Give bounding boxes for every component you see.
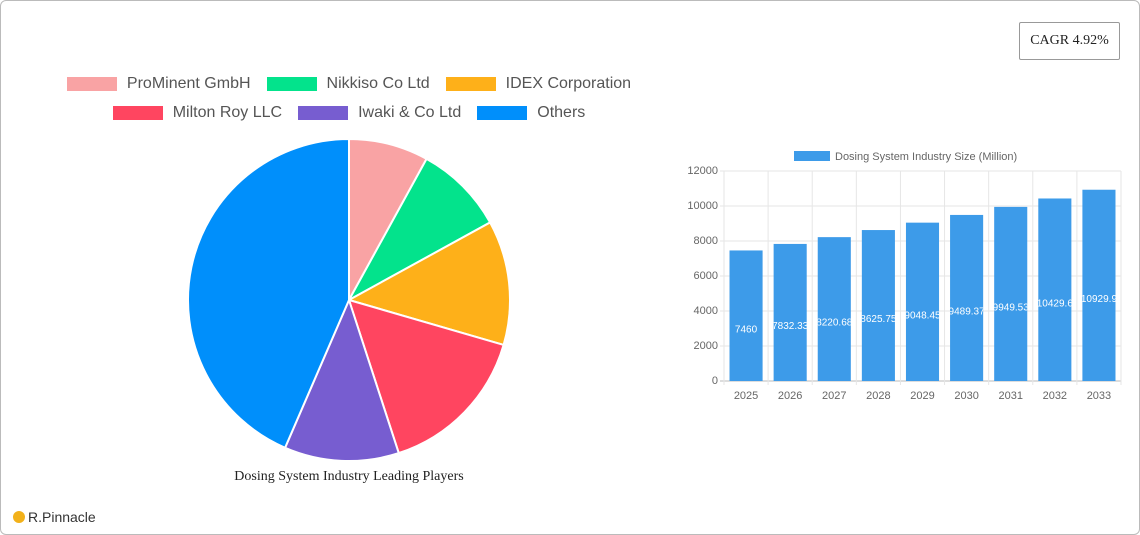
legend-swatch — [112, 106, 163, 120]
legend-label: Iwaki & Co Ltd — [358, 104, 462, 121]
brand-name: R.Pinnacle — [28, 509, 96, 525]
legend-item: IDEX Corporation — [445, 74, 632, 94]
legend-swatch — [66, 77, 117, 91]
legend-label: Others — [537, 104, 586, 121]
legend-label: IDEX Corporation — [505, 75, 632, 92]
bar-value-label: 9949.53 — [993, 303, 1030, 314]
x-tick-label: 2031 — [998, 390, 1022, 402]
brand: R.Pinnacle — [13, 509, 96, 525]
pie-slice — [346, 221, 511, 347]
legend-swatch — [477, 106, 528, 120]
x-tick-label: 2032 — [1043, 390, 1067, 402]
y-tick-label: 4000 — [694, 305, 718, 317]
x-tick-label: 2030 — [954, 390, 978, 402]
pie-slice — [346, 157, 492, 303]
x-tick-label: 2025 — [734, 390, 758, 402]
legend-label: Milton Roy LLC — [172, 104, 283, 121]
brand-icon — [13, 511, 25, 523]
bar — [729, 250, 763, 381]
bar-value-label: 8625.75 — [860, 314, 897, 325]
bar-value-label: 10929.9 — [1081, 294, 1118, 305]
bar-value-label: 8220.68 — [816, 318, 853, 329]
bar-value-label: 9489.37 — [949, 307, 986, 318]
x-tick-label: 2026 — [778, 390, 802, 402]
bar — [773, 243, 807, 381]
legend-label: Nikkiso Co Ltd — [326, 75, 430, 92]
legend-swatch — [794, 151, 830, 161]
pie-slice — [347, 298, 505, 455]
legend-label: Dosing System Industry Size (Million) — [835, 151, 1017, 163]
bar — [994, 206, 1028, 381]
y-tick-label: 2000 — [694, 340, 718, 352]
legend-swatch — [298, 106, 349, 120]
y-tick-label: 6000 — [694, 270, 718, 282]
bar — [861, 230, 895, 381]
legend-item: Iwaki & Co Ltd — [298, 103, 461, 123]
legend-swatch — [445, 77, 496, 91]
legend-item: Others — [477, 103, 585, 123]
bar-value-label: 10429.6 — [1037, 298, 1074, 309]
pie-slice — [283, 297, 401, 462]
pie-title: Dosing System Industry Leading Players — [234, 469, 463, 484]
x-tick-label: 2027 — [822, 390, 846, 402]
cagr-badge: CAGR 4.92% — [1019, 22, 1120, 60]
bar — [905, 222, 940, 381]
bar-value-label: 7832.33 — [772, 321, 809, 332]
bar — [1082, 189, 1116, 381]
y-tick-label: 8000 — [694, 235, 718, 247]
bar-value-label: 9048.45 — [904, 310, 941, 321]
legend-item: ProMinent GmbH — [66, 74, 251, 94]
bar — [1038, 198, 1072, 381]
y-tick-label: 10000 — [687, 200, 718, 212]
legend-item: Nikkiso Co Ltd — [266, 74, 430, 94]
legend-item: Milton Roy LLC — [112, 103, 283, 123]
legend-label: ProMinent GmbH — [126, 75, 251, 92]
legend-swatch — [266, 77, 317, 91]
bar — [950, 214, 984, 381]
bar-value-label: 7460 — [735, 324, 758, 335]
y-tick-label: 12000 — [687, 165, 718, 177]
x-tick-label: 2033 — [1087, 390, 1111, 402]
y-tick-label: 0 — [712, 375, 718, 387]
pie-slice — [187, 137, 350, 450]
x-tick-label: 2029 — [910, 390, 934, 402]
bar — [817, 237, 851, 381]
pie-legend: ProMinent GmbH Nikkiso Co Ltd IDEX Corpora… — [49, 74, 649, 123]
x-tick-label: 2028 — [866, 390, 890, 402]
